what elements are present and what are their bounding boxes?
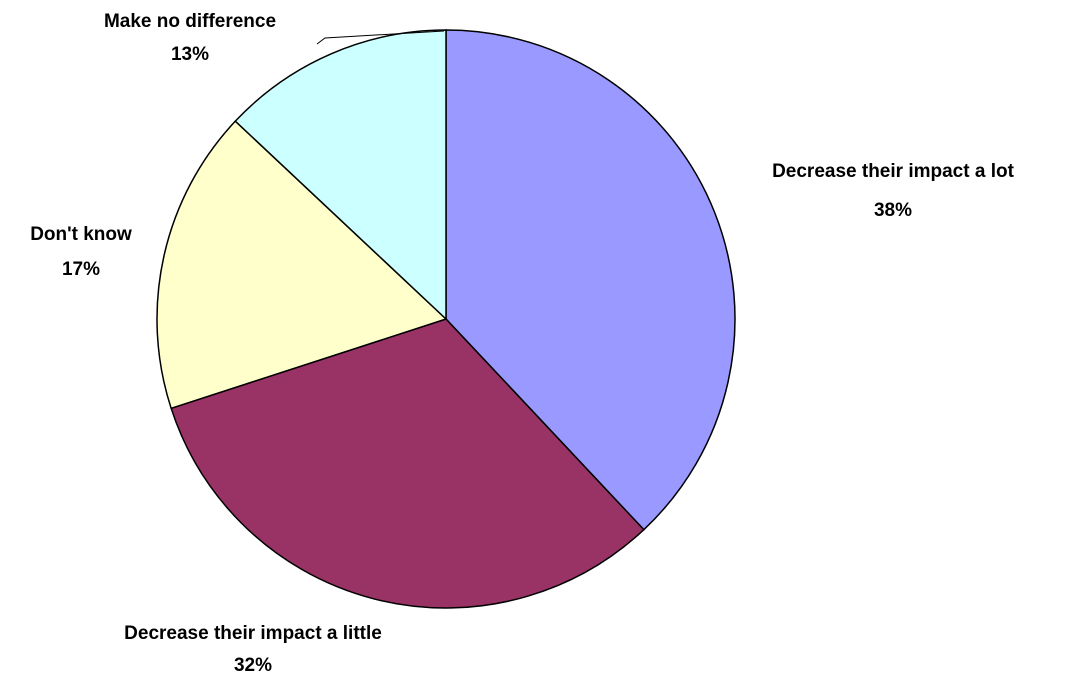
label-dont-know: Don't know — [30, 224, 132, 245]
value-make-no-difference: 13% — [171, 44, 209, 65]
value-decrease-a-little: 32% — [234, 655, 272, 676]
value-dont-know: 17% — [62, 259, 100, 280]
slice-dont-know — [156, 120, 448, 410]
make-no-difference-leader-line — [316, 30, 445, 45]
slice-make-no-difference — [234, 29, 447, 321]
label-decrease-a-little: Decrease their impact a little — [124, 623, 382, 644]
label-make-no-difference: Make no difference — [104, 11, 276, 32]
slice-decrease-a-lot — [445, 29, 736, 531]
pie-slices — [156, 29, 736, 609]
slice-decrease-a-little — [170, 318, 645, 609]
label-decrease-a-lot: Decrease their impact a lot — [772, 161, 1014, 182]
value-decrease-a-lot: 38% — [874, 200, 912, 221]
